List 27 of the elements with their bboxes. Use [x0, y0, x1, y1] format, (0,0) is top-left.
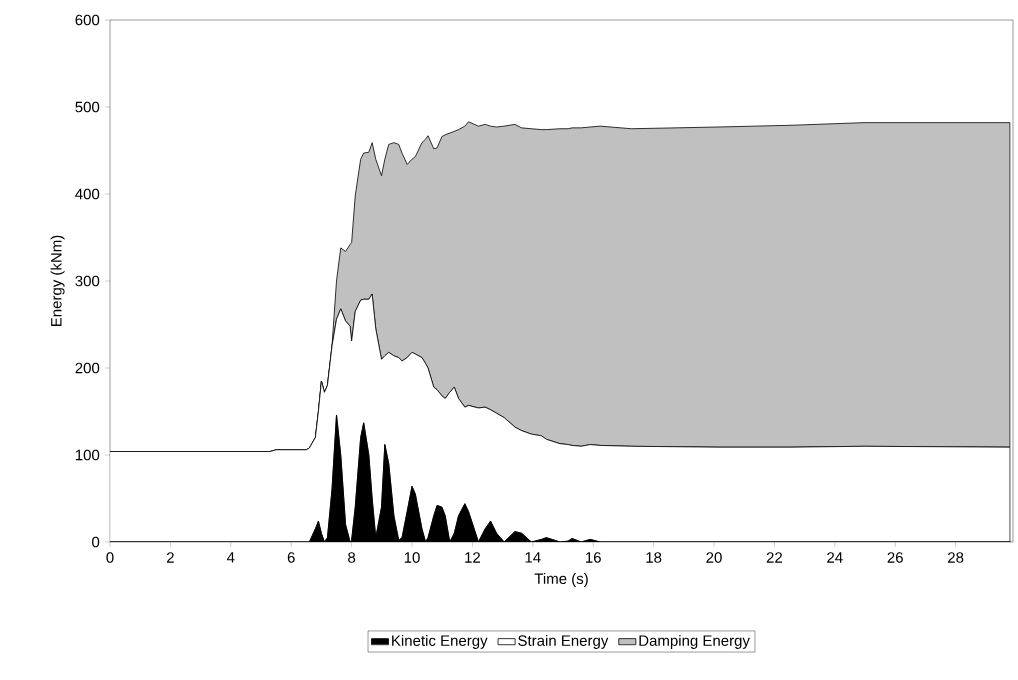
- y-tick-label: 400: [75, 188, 100, 200]
- x-tick-label: 6: [287, 552, 295, 563]
- legend-label: Kinetic Energy: [392, 634, 488, 649]
- x-tick-label: 16: [586, 552, 601, 563]
- y-tick-label: 0: [92, 536, 100, 548]
- legend-label: Damping Energy: [639, 634, 750, 649]
- x-tick-label: 4: [226, 552, 235, 563]
- y-tick-label: 300: [75, 275, 100, 287]
- x-tick-label: 10: [404, 552, 420, 563]
- x-tick-label: 26: [887, 552, 903, 563]
- x-tick-label: 2: [166, 552, 174, 563]
- x-tick-label: 12: [465, 552, 480, 563]
- x-tick-label: 18: [646, 552, 662, 563]
- y-axis-title: Energy (kNm): [50, 235, 65, 327]
- y-tick-label: 100: [75, 449, 100, 461]
- y-tick-label: 200: [75, 362, 100, 374]
- legend-label: Strain Energy: [518, 634, 609, 649]
- y-tick-label: 600: [75, 14, 100, 26]
- x-tick-label: 22: [766, 552, 782, 563]
- y-tick-label: 500: [75, 101, 100, 113]
- x-tick-label: 0: [106, 552, 114, 563]
- x-tick-label: 24: [827, 552, 843, 563]
- x-axis-title: Time (s): [534, 573, 588, 587]
- x-tick-label: 28: [948, 552, 964, 563]
- x-tick-label: 8: [348, 552, 356, 563]
- x-tick-label: 14: [525, 552, 541, 563]
- x-tick-label: 20: [706, 552, 722, 563]
